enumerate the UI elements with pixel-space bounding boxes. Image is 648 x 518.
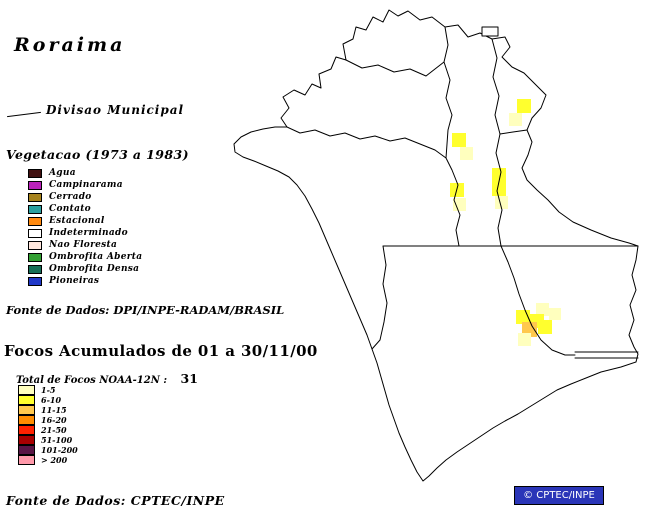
fire-scale-legend: 1-5 6-10 11-15 16-20 21-50 51-100 101-200 > 200 — [18, 385, 78, 465]
vegetation-label: Estacional — [49, 216, 105, 226]
fire-scale-swatch — [18, 415, 35, 425]
fire-scale-swatch — [18, 395, 35, 405]
vegetation-label: Agua — [49, 168, 76, 178]
vegetation-swatch — [28, 240, 42, 250]
vegetation-swatch — [28, 192, 42, 202]
vegetation-label: Ombrofita Densa — [49, 264, 140, 274]
vegetation-label: Cerrado — [49, 192, 92, 202]
vegetation-label: Ombrofita Aberta — [49, 252, 143, 262]
municipal-division-label: Divisao Municipal — [46, 103, 185, 117]
vegetation-legend-item: Campinarama — [28, 179, 142, 191]
fire-cell — [452, 133, 466, 147]
fire-cell — [517, 99, 531, 113]
cptec-inpe-badge-text: © CPTEC/INPE — [523, 490, 595, 501]
fire-cell — [453, 198, 466, 211]
vegetation-legend-item: Pioneiras — [28, 275, 142, 287]
fire-scale-label: 21-50 — [41, 425, 67, 435]
fire-cell — [495, 196, 508, 209]
fire-scale-swatch — [18, 425, 35, 435]
fire-cell — [518, 333, 531, 346]
fire-scale-item: 1-5 — [18, 385, 78, 395]
fire-scale-item: 21-50 — [18, 425, 78, 435]
vegetation-label: Indeterminado — [49, 228, 128, 238]
fires-source: Fonte de Dados: CPTEC/INPE — [6, 493, 225, 508]
vegetation-source: Fonte de Dados: DPI/INPE-RADAM/BRASIL — [6, 303, 285, 317]
vegetation-legend-item: Indeterminado — [28, 227, 142, 239]
fires-total-label: Total de Focos NOAA-12N : — [16, 375, 168, 386]
vegetation-legend-item: Ombrofita Densa — [28, 263, 142, 275]
fire-scale-label: 1-5 — [41, 385, 56, 395]
fire-scale-swatch — [18, 385, 35, 395]
fires-total: Total de Focos NOAA-12N : 31 — [16, 371, 198, 386]
vegetation-legend-item: Contato — [28, 203, 142, 215]
fire-scale-label: 11-15 — [41, 405, 67, 415]
fire-scale-label: > 200 — [41, 455, 68, 465]
vegetation-swatch — [28, 276, 42, 286]
municipal-boundaries — [286, 26, 639, 359]
vegetation-swatch — [28, 180, 42, 190]
cptec-inpe-badge: © CPTEC/INPE — [514, 486, 604, 505]
fire-scale-swatch — [18, 435, 35, 445]
fire-scale-label: 51-100 — [41, 435, 73, 445]
state-boundary — [233, 9, 639, 482]
vegetation-legend-item: Ombrofita Aberta — [28, 251, 142, 263]
vegetation-swatch — [28, 264, 42, 274]
fires-total-value: 31 — [180, 371, 198, 386]
fire-scale-swatch — [18, 455, 35, 465]
fires-heading: Focos Acumulados de 01 a 30/11/00 — [4, 342, 318, 360]
fire-cell — [549, 308, 561, 320]
fire-scale-item: 6-10 — [18, 395, 78, 405]
vegetation-swatch — [28, 228, 42, 238]
fire-cells-layer — [450, 99, 561, 346]
fire-scale-swatch — [18, 405, 35, 415]
fire-scale-label: 6-10 — [41, 395, 62, 405]
vegetation-label: Nao Floresta — [49, 240, 118, 250]
fire-scale-item: 16-20 — [18, 415, 78, 425]
fire-scale-swatch — [18, 445, 35, 455]
fire-cell — [509, 113, 522, 126]
vegetation-label: Contato — [49, 204, 91, 214]
vegetation-legend-item: Cerrado — [28, 191, 142, 203]
vegetation-swatch — [28, 252, 42, 262]
vegetation-swatch — [28, 204, 42, 214]
fire-cell — [460, 147, 473, 160]
vegetation-legend-item: Estacional — [28, 215, 142, 227]
map-marker-box — [481, 26, 499, 37]
fire-cell — [536, 303, 549, 316]
page-title: Roraima — [14, 34, 126, 56]
fire-scale-item: > 200 — [18, 455, 78, 465]
fire-scale-item: 11-15 — [18, 405, 78, 415]
vegetation-legend: Agua Campinarama Cerrado Contato Estacional I… — [28, 167, 142, 287]
vegetation-label: Pioneiras — [49, 276, 100, 286]
fire-cell — [538, 320, 552, 334]
vegetation-heading: Vegetacao (1973 a 1983) — [6, 147, 189, 162]
vegetation-legend-item: Agua — [28, 167, 142, 179]
fire-scale-item: 51-100 — [18, 435, 78, 445]
vegetation-swatch — [28, 216, 42, 226]
fire-scale-item: 101-200 — [18, 445, 78, 455]
vegetation-legend-item: Nao Floresta — [28, 239, 142, 251]
fire-cell — [492, 168, 506, 182]
vegetation-label: Campinarama — [49, 180, 123, 190]
fire-scale-label: 16-20 — [41, 415, 67, 425]
fire-scale-label: 101-200 — [41, 445, 78, 455]
vegetation-swatch — [28, 168, 42, 178]
fire-cell — [492, 182, 506, 196]
